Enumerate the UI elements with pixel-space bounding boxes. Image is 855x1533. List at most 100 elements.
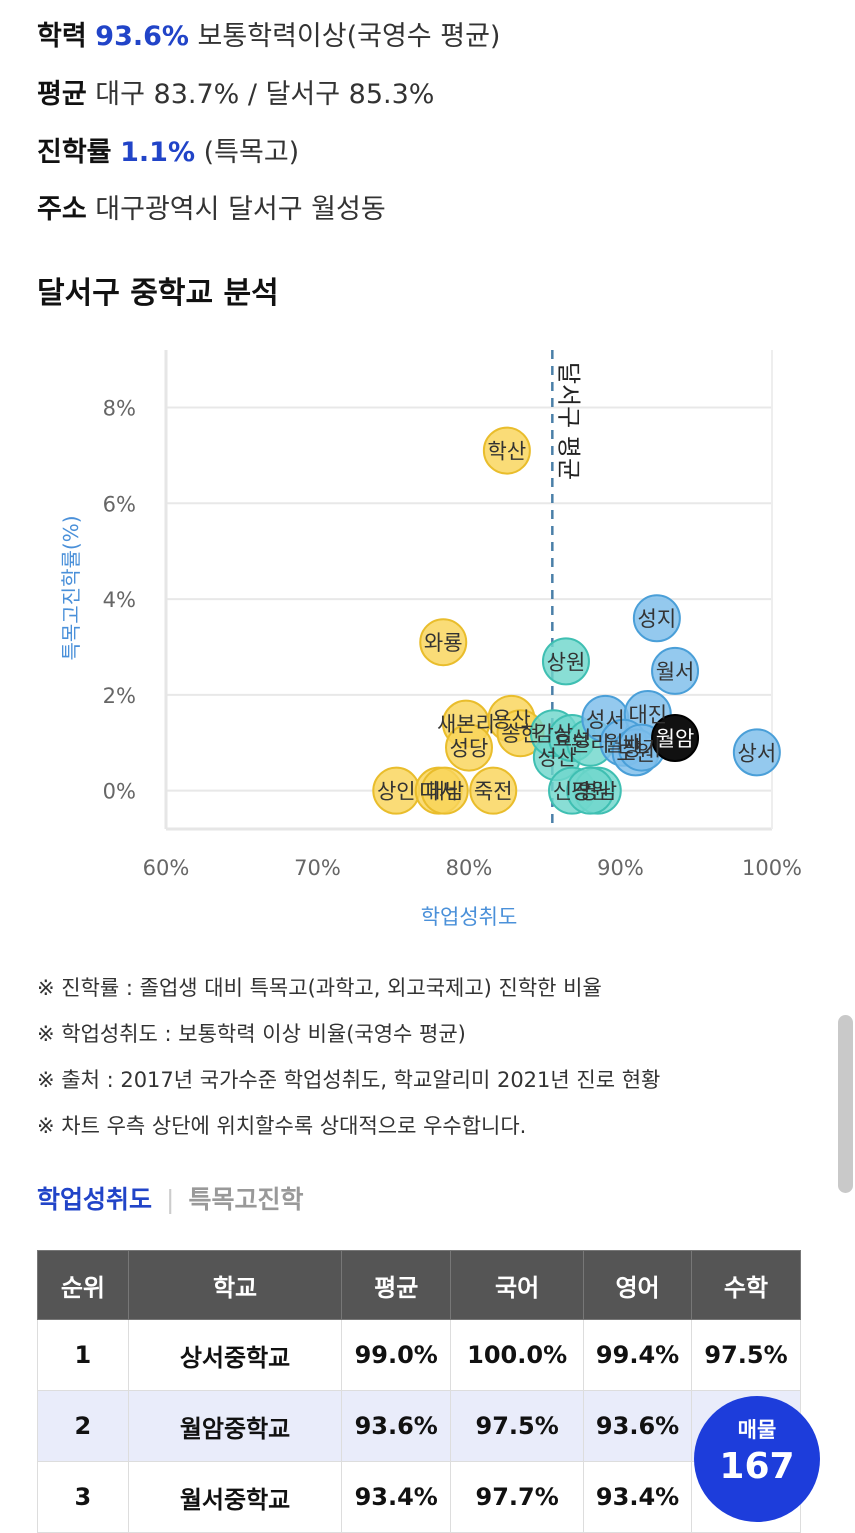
cell-rank: 2	[37, 1390, 129, 1462]
cell-math: 97.5%	[691, 1319, 801, 1391]
school-point-label: 월서	[656, 660, 695, 684]
scatter-chart: 0% 2% 4% 6% 8% 60% 70% 80% 90% 100% 학업성취도 특목고진학률(%)…	[59, 350, 802, 929]
school-point-label: 학산	[488, 440, 527, 464]
cell-school[interactable]: 월서중학교	[127, 1461, 343, 1533]
x-tick-label: 90%	[597, 856, 644, 880]
page-scrollbar[interactable]	[838, 1015, 853, 1193]
school-point	[566, 766, 615, 815]
header-school: 학교	[127, 1250, 343, 1320]
x-tick-label: 60%	[143, 856, 190, 880]
achievement-line: 학력 93.6% 보통학력이상(국영수 평균)	[37, 14, 500, 53]
school-point-label: 죽전	[474, 780, 513, 804]
cell-average: 99.0%	[341, 1319, 452, 1391]
school-point-label: 성서	[586, 708, 625, 732]
listings-count: 167	[719, 1446, 795, 1487]
ranking-tabs: 학업성취도 | 특목고진학	[37, 1180, 303, 1216]
header-english: 영어	[583, 1250, 693, 1320]
cell-korean: 100.0%	[450, 1319, 585, 1391]
table-row[interactable]: 1 상서중학교 99.0% 100.0% 99.4% 97.5%	[37, 1319, 801, 1391]
school-point	[482, 426, 531, 475]
school-point-label: 와룡	[424, 631, 463, 655]
school-point-label: 효성	[553, 727, 592, 751]
school-point	[469, 766, 518, 815]
advancement-label: 진학률	[37, 137, 112, 168]
cell-school[interactable]: 상서중학교	[127, 1319, 343, 1391]
listings-label: 매물	[737, 1418, 777, 1442]
x-tick-label: 100%	[742, 856, 802, 880]
achievement-value: 93.6%	[95, 21, 189, 52]
school-point-label: 월암	[656, 727, 695, 751]
address-line: 주소 대구광역시 달서구 월성동	[37, 187, 386, 226]
table-row-highlighted[interactable]: 2 월암중학교 93.6% 97.5% 93.6%	[37, 1390, 801, 1462]
cell-english: 93.4%	[583, 1461, 693, 1533]
y-tick-label: 2%	[103, 684, 136, 708]
school-point-label: 감삼	[535, 722, 574, 746]
school-point-label: 본리	[571, 732, 610, 756]
school-point-label: 성당	[450, 737, 489, 761]
average-line: 평균 대구 83.7% / 달서구 85.3%	[37, 72, 434, 111]
cell-rank: 1	[37, 1319, 129, 1391]
school-point-label: 도원	[616, 741, 655, 765]
header-math: 수학	[691, 1250, 801, 1320]
school-point-label: 대남	[425, 780, 464, 804]
average-line-label: 달서구 평균	[554, 362, 582, 480]
school-point-label: 성지	[638, 607, 677, 631]
school-point-label: 장기	[622, 737, 661, 761]
school-point-label: 새본리	[437, 713, 495, 737]
advancement-desc: (특목고)	[203, 137, 300, 168]
school-point-label: 신당	[553, 780, 592, 804]
school-point-label: 영남	[578, 780, 617, 804]
y-tick-label: 0%	[103, 780, 136, 804]
school-point-label: 성산	[538, 746, 577, 770]
school-point-label: 상인	[377, 780, 416, 804]
note-advancement: ※ 진학률 : 졸업생 대비 특목고(과학고, 외고국제고) 진학한 비율	[37, 976, 602, 1000]
school-point-label: 용산	[492, 708, 531, 732]
tab-separator: |	[166, 1185, 175, 1214]
table-row[interactable]: 3 월서중학교 93.4% 97.7% 93.4%	[37, 1461, 801, 1533]
achievement-desc: 보통학력이상(국영수 평균)	[197, 21, 501, 52]
note-hint: ※ 차트 우측 상단에 위치할수록 상대적으로 우수합니다.	[37, 1114, 527, 1138]
table-header-row: 순위 학교 평균 국어 영어 수학	[37, 1250, 801, 1320]
cell-english: 93.6%	[583, 1390, 693, 1462]
school-point	[419, 618, 468, 667]
cell-korean: 97.5%	[450, 1390, 585, 1462]
cell-korean: 97.7%	[450, 1461, 585, 1533]
school-point	[541, 637, 590, 686]
ranking-table: 순위 학교 평균 국어 영어 수학 1 상서중학교 99.0% 100.0% 9…	[37, 1250, 801, 1533]
school-point-label: 경원	[571, 780, 610, 804]
average-value: 대구 83.7% / 달서구 85.3%	[95, 79, 435, 110]
cell-english: 99.4%	[583, 1319, 693, 1391]
y-axis-title: 특목고진학률(%)	[59, 515, 83, 660]
note-source: ※ 출처 : 2017년 국가수준 학업성취도, 학교알리미 2021년 진로 …	[37, 1068, 661, 1092]
average-label: 평균	[37, 79, 87, 110]
cell-school[interactable]: 월암중학교	[127, 1390, 343, 1462]
note-achievement: ※ 학업성취도 : 보통학력 이상 비율(국영수 평균)	[37, 1022, 466, 1046]
y-tick-label: 6%	[103, 492, 136, 516]
school-point	[651, 713, 700, 762]
section-title: 달서구 중학교 분석	[37, 276, 279, 311]
address-label: 주소	[37, 194, 87, 225]
y-tick-label: 4%	[103, 588, 136, 612]
y-tick-label: 8%	[103, 396, 136, 420]
school-point	[445, 723, 493, 772]
advancement-line: 진학률 1.1% (특목고)	[37, 130, 299, 169]
header-average: 평균	[341, 1250, 452, 1320]
school-point-label: 대서	[419, 780, 458, 804]
tab-special-school[interactable]: 특목고진학	[188, 1185, 304, 1214]
school-point	[732, 728, 781, 777]
x-tick-label: 80%	[446, 856, 493, 880]
school-point-label: 상서	[738, 741, 777, 765]
x-tick-label: 70%	[294, 856, 341, 880]
school-point-label: 상원	[547, 650, 586, 674]
advancement-value: 1.1%	[120, 137, 196, 168]
achievement-label: 학력	[37, 21, 87, 52]
school-point	[420, 766, 469, 815]
header-korean: 국어	[450, 1250, 585, 1320]
listings-button[interactable]: 매물 167	[694, 1396, 820, 1522]
header-rank: 순위	[37, 1250, 129, 1320]
tab-achievement[interactable]: 학업성취도	[37, 1185, 153, 1214]
school-point-label: 월배	[604, 732, 643, 756]
school-point	[651, 646, 700, 695]
cell-rank: 3	[37, 1461, 129, 1533]
cell-average: 93.6%	[341, 1390, 452, 1462]
